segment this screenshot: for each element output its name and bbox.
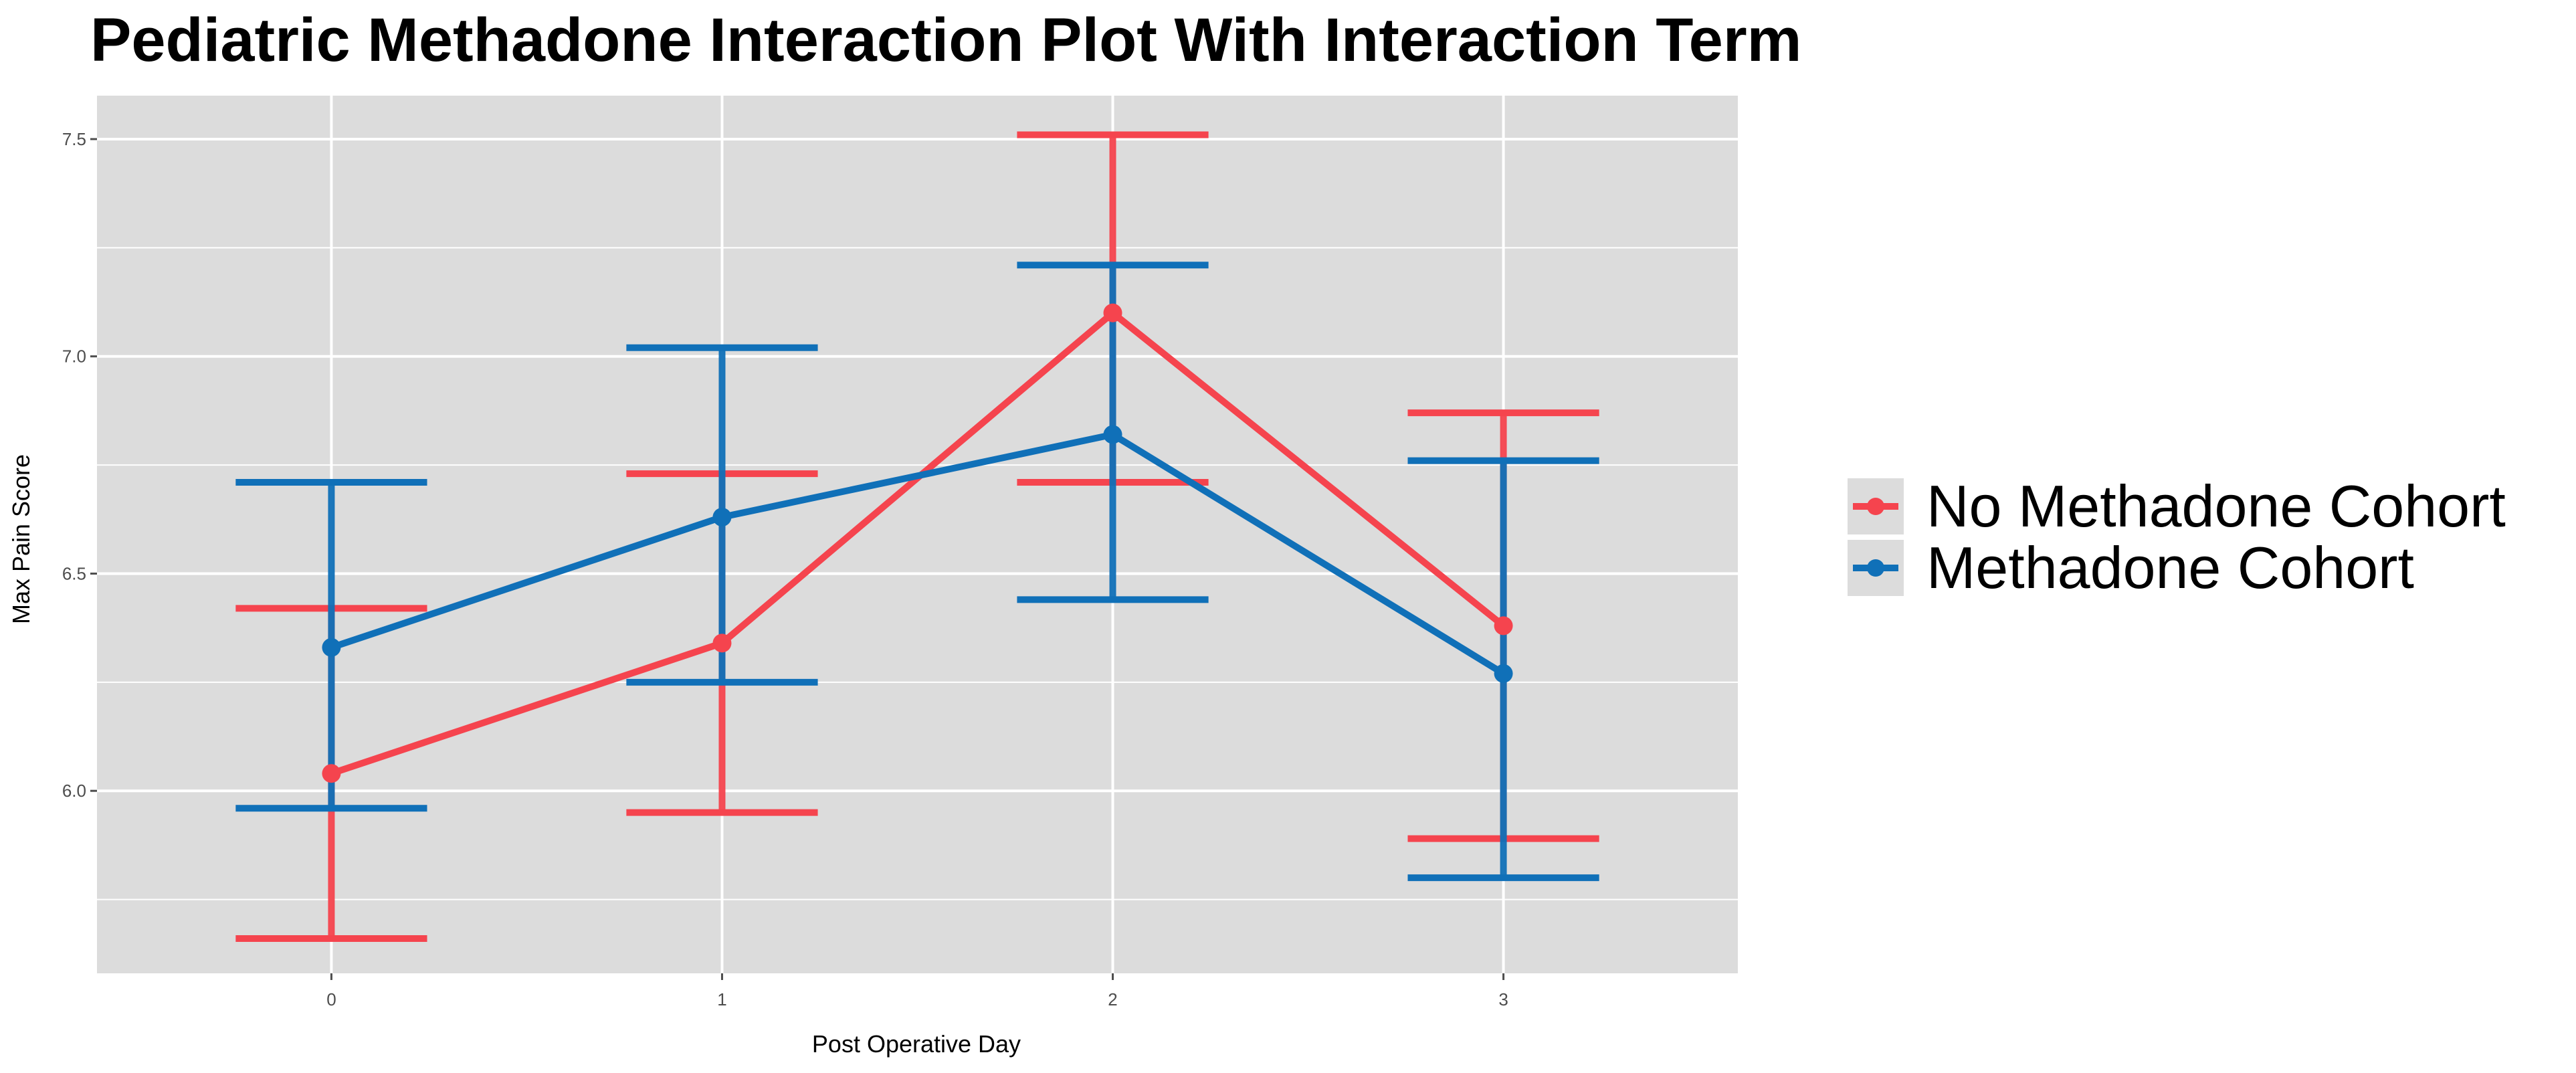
data-point-no-methadone xyxy=(322,764,341,783)
y-tick-label: 7.0 xyxy=(62,347,86,367)
x-tick-label: 0 xyxy=(326,989,336,1009)
y-axis-title: Max Pain Score xyxy=(7,454,35,624)
chart-title: Pediatric Methadone Interaction Plot Wit… xyxy=(90,6,1802,74)
x-axis-ticks: 0 1 2 3 xyxy=(326,973,1508,1009)
data-point-no-methadone xyxy=(1494,616,1513,636)
data-series xyxy=(235,131,1599,943)
y-tick-label: 6.0 xyxy=(62,781,86,801)
data-point-no-methadone xyxy=(712,633,732,653)
y-axis-ticks: 6.0 6.5 7.0 7.5 xyxy=(62,129,97,801)
data-point-methadone xyxy=(1103,425,1122,444)
y-tick-label: 6.5 xyxy=(62,563,86,583)
x-axis-title: Post Operative Day xyxy=(812,1030,1021,1058)
legend-label-methadone: Methadone Cohort xyxy=(1926,534,2414,601)
legend-key-point-no-methadone xyxy=(1867,498,1884,515)
data-point-methadone xyxy=(1494,664,1513,683)
x-tick-label: 1 xyxy=(717,989,726,1009)
y-tick-label: 7.5 xyxy=(62,129,86,149)
plot-panel-background xyxy=(97,96,1738,973)
x-tick-label: 3 xyxy=(1498,989,1508,1009)
data-point-methadone xyxy=(322,638,341,657)
x-tick-label: 2 xyxy=(1108,989,1117,1009)
series-line-methadone xyxy=(322,425,1513,683)
data-point-methadone xyxy=(712,508,732,527)
data-point-no-methadone xyxy=(1103,303,1122,322)
legend-key-point-methadone xyxy=(1867,559,1884,577)
series-line xyxy=(330,431,1506,677)
legend-label-no-methadone: No Methadone Cohort xyxy=(1926,473,2506,539)
